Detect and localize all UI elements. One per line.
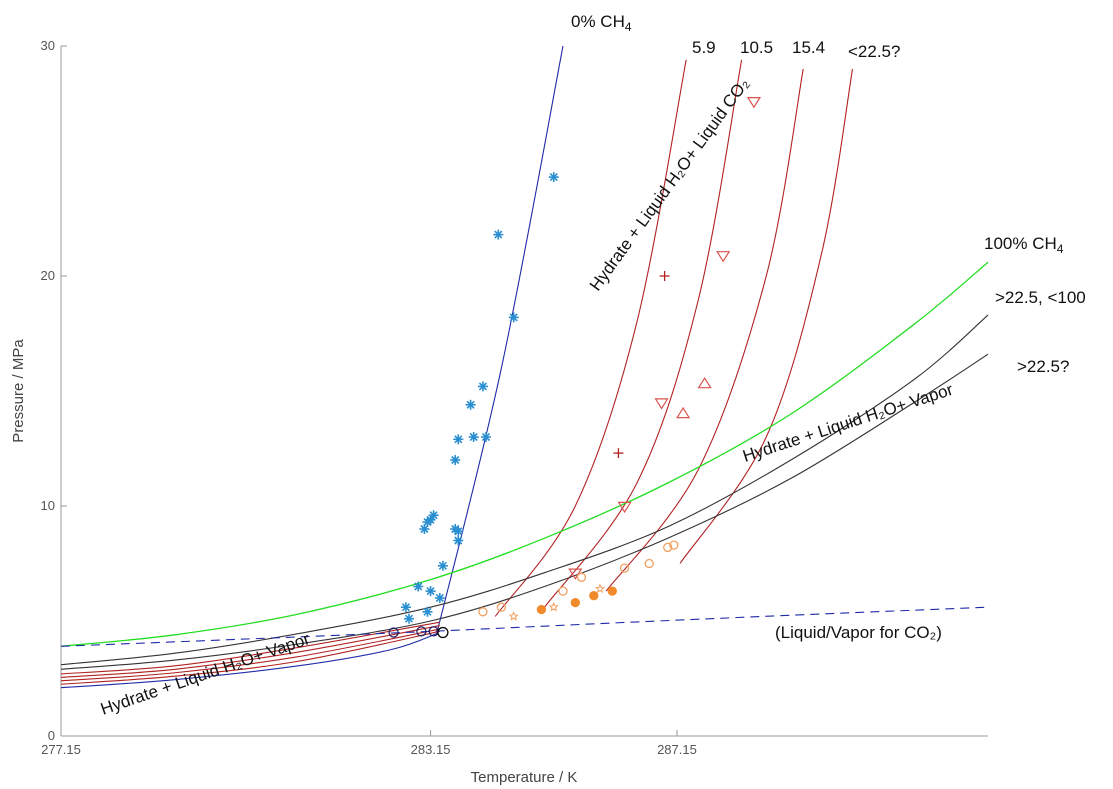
marker-triangle-up [676, 406, 691, 419]
marker-circle-open [558, 586, 568, 596]
marker-triangle-up [697, 376, 712, 389]
marker-triangle-down [716, 251, 731, 263]
y-axis-title: Pressure / MPa [10, 339, 27, 443]
marker-circle-open [576, 572, 587, 582]
marker-circle-filled [570, 597, 580, 608]
label-5-9: 5.9 [692, 38, 716, 57]
marker-star [422, 606, 433, 617]
marker-star [493, 229, 504, 240]
curve-ch4_0_hlv [60, 633, 437, 689]
marker-star [434, 593, 445, 603]
y-tick-label: 10 [41, 498, 55, 513]
marker-star [419, 524, 430, 534]
marker-star-small [508, 611, 519, 621]
marker-circle-filled [589, 591, 599, 601]
curve-g225q [60, 353, 989, 670]
y-tick-label: 20 [41, 268, 55, 283]
region-co2-liquid-vapor: (Liquid/Vapor for CO₂) [775, 623, 942, 642]
curve-ch4_100 [60, 261, 989, 647]
marker-star [425, 586, 436, 597]
y-tick-label: 30 [41, 38, 55, 53]
label-10-5: 10.5 [740, 38, 773, 57]
curve-c225q_high [679, 68, 854, 564]
label-0pct-ch4: 0% CH4 [571, 12, 632, 34]
marker-circle-open [478, 607, 488, 617]
marker-star-small [594, 583, 605, 594]
marker-star [481, 432, 492, 442]
marker-circle-open [663, 542, 673, 553]
x-tick-label: 287.15 [657, 742, 697, 757]
marker-star [465, 399, 476, 410]
marker-star [453, 526, 464, 537]
x-axis-title: Temperature / K [471, 769, 578, 786]
label-15-4: 15.4 [792, 38, 825, 57]
marker-triangle-down [654, 398, 669, 410]
marker-circle-open [669, 540, 679, 550]
curve-c105_low [60, 628, 440, 682]
curves [60, 45, 989, 689]
marker-circle-open [619, 563, 630, 573]
ticks: 277.15 283.15 287.15 0 10 20 30 [41, 38, 697, 757]
marker-circle-open [437, 626, 449, 639]
marker-circle-open [644, 558, 654, 569]
curve-ch4_0_hll [436, 45, 564, 634]
plot-area [60, 46, 988, 737]
marker-star [413, 581, 424, 592]
marker-plus [659, 271, 670, 281]
marker-triangle-down [617, 501, 632, 514]
marker-star [450, 455, 461, 465]
curve-mix_lt100 [60, 314, 989, 666]
marker-star [453, 434, 464, 445]
curve-c105_high [544, 59, 743, 608]
marker-circle-filled [536, 604, 547, 615]
marker-triangle-down [746, 96, 762, 109]
curve-c59_high [494, 59, 687, 617]
marker-circle-open [416, 626, 427, 637]
curve-co2_lv [60, 606, 989, 647]
marker-plus [613, 448, 624, 459]
marker-star [468, 432, 479, 442]
marker-star [400, 602, 411, 613]
curve-c154_low [60, 625, 440, 678]
marker-circle-filled [607, 586, 617, 596]
marker-star [437, 560, 448, 571]
marker-star [453, 535, 464, 546]
label-100pct-ch4: 100% CH4 [984, 234, 1064, 256]
x-tick-label: 283.15 [411, 742, 451, 757]
curve-c154_high [605, 68, 804, 592]
marker-star-small [548, 601, 559, 612]
marker-circle-open [388, 627, 399, 638]
markers [388, 96, 762, 639]
curve-c59_low [60, 630, 440, 685]
label-lt-22-5: <22.5? [848, 42, 900, 61]
marker-star [548, 172, 559, 183]
x-tick-label: 277.15 [41, 742, 81, 757]
label-gt-22-5: >22.5? [1017, 357, 1069, 376]
region-hydrate-co2: Hydrate + Liquid H₂O+ Liquid CO₂ [586, 74, 753, 294]
y-tick-label: 0 [48, 728, 55, 743]
label-gt-22-5-lt-100: >22.5, <100 [995, 288, 1086, 307]
marker-star [508, 312, 519, 323]
region-hydrate-vapor-lower: Hydrate + Liquid H₂O+ Vapor [98, 629, 312, 719]
marker-circle-open [496, 602, 507, 612]
marker-star [404, 613, 415, 624]
marker-star [477, 381, 488, 392]
